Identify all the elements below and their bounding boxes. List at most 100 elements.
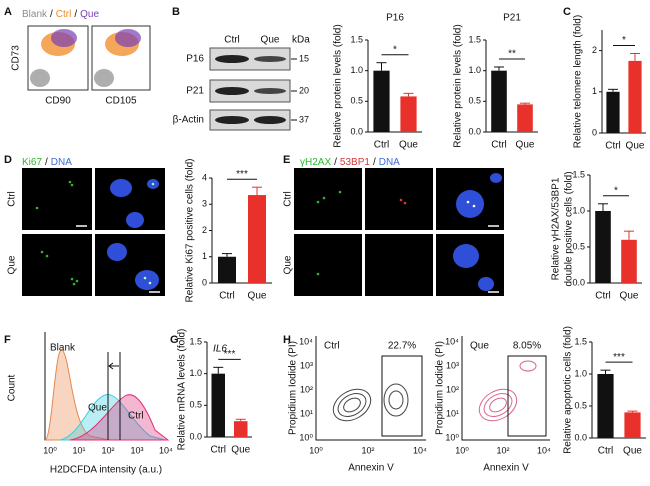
y-tick-label: 4: [202, 172, 207, 182]
focus: [75, 279, 79, 283]
x-tick-label: Ctrl: [605, 141, 621, 152]
focus: [72, 282, 76, 286]
y-tick-label: 10²: [446, 384, 459, 394]
focus: [70, 183, 74, 187]
y-tick-label: 0.0: [468, 126, 481, 136]
curve-label: Ctrl: [128, 411, 144, 422]
focus: [472, 204, 476, 208]
y-tick-label: 10³: [300, 360, 313, 370]
chart-title: P16: [386, 13, 404, 24]
band-label: P21: [186, 86, 204, 97]
band: [215, 55, 249, 63]
x-tick-label: Que: [399, 140, 418, 151]
y-axis-label: Relative apoptotic cells (fold): [563, 326, 574, 454]
y-tick-label: 0.5: [350, 96, 363, 106]
nucleus: [490, 173, 502, 183]
bar: [621, 239, 637, 283]
y-axis-label: Relative γH2AX/53BP1: [551, 177, 562, 280]
bar: [211, 373, 225, 437]
focus: [338, 190, 342, 194]
blank-cloud: [30, 69, 50, 87]
panel-letter: C: [563, 6, 571, 18]
y-tick-label: 1: [592, 86, 597, 96]
nucleus: [135, 270, 159, 290]
y-tick-label: 10³: [446, 360, 459, 370]
y-tick-label: 3: [202, 199, 207, 209]
focus: [45, 254, 49, 258]
band-label: β-Actin: [173, 115, 204, 126]
axes: [315, 336, 426, 441]
y-tick-label: 0.0: [574, 432, 587, 442]
y-tick-label: 0: [592, 127, 597, 137]
bar: [491, 70, 507, 132]
focus: [40, 250, 44, 254]
micrograph: [22, 168, 92, 230]
focus: [151, 182, 155, 186]
x-tick-label: Que: [620, 291, 639, 302]
y-tick-label: 1.5: [350, 34, 363, 44]
bar: [234, 421, 248, 437]
contour: [332, 388, 372, 422]
contour: [489, 397, 507, 413]
y-tick-label: 10⁰: [445, 432, 459, 442]
y-axis-label: Propidium Iodide (PI): [288, 341, 299, 435]
focus: [70, 277, 74, 281]
stain-legend: Ki67/DNA: [22, 157, 72, 168]
bar: [624, 412, 641, 438]
focus: [322, 196, 326, 200]
blot: [209, 47, 291, 71]
bar: [628, 60, 642, 133]
que-cloud: [115, 29, 141, 47]
bar: [595, 211, 611, 283]
chart-title: IL6: [213, 344, 227, 355]
y-axis-label: double positive cells (fold): [564, 171, 575, 286]
nucleus: [126, 212, 144, 228]
x-tick-label: 10²: [361, 445, 374, 455]
micrograph: [294, 168, 362, 230]
x-tick-label: 10²: [101, 445, 114, 455]
y-tick-label: 1.0: [572, 205, 585, 215]
y-tick-label: 1.0: [574, 368, 587, 378]
y-axis-label: Relative protein levels (fold): [333, 24, 344, 147]
significance: ***: [236, 169, 248, 180]
x-tick-label: Ctrl: [210, 445, 226, 456]
unit-label: kDa: [292, 35, 310, 46]
significance: ***: [224, 349, 236, 360]
plot-name: Que: [470, 341, 489, 352]
micrograph: [294, 234, 362, 296]
x-tick-label: Que: [248, 291, 267, 302]
band: [254, 56, 286, 62]
row-label: Que: [283, 255, 294, 274]
panel-letter: B: [172, 6, 180, 18]
y-tick-label: 10¹: [300, 408, 313, 418]
bar: [400, 96, 417, 132]
bar: [517, 104, 533, 132]
legend-item: Blank: [22, 9, 48, 20]
nucleus: [453, 244, 479, 268]
bar: [373, 70, 390, 132]
gate: [507, 355, 547, 437]
significance: *: [614, 185, 618, 196]
chart-title: P21: [503, 13, 521, 24]
x-axis-label: Annexin V: [483, 463, 529, 474]
y-tick-label: 1.5: [468, 34, 481, 44]
contour: [343, 397, 361, 413]
focus: [399, 198, 403, 202]
gate-percent: 22.7%: [388, 341, 416, 352]
y-tick-label: 0.5: [572, 241, 585, 251]
significance: *: [393, 44, 397, 55]
x-axis-label: Annexin V: [348, 463, 394, 474]
significance: **: [508, 49, 516, 60]
x-tick-label: 10⁰: [455, 445, 469, 455]
panel-letter: F: [4, 334, 11, 346]
y-tick-label: 10²: [300, 384, 313, 394]
y-tick-label: 1.0: [468, 65, 481, 75]
curve-label: Blank: [50, 343, 76, 354]
x-tick-label: Ctrl: [595, 291, 611, 302]
legend-item: Ctrl: [56, 9, 72, 20]
row-label: Ctrl: [283, 191, 294, 207]
x-tick-label: 10⁰: [309, 445, 323, 455]
y-tick-label: 1.5: [572, 169, 585, 179]
legend-item: DNA: [379, 157, 400, 168]
x-tick-label: 10⁴: [537, 445, 551, 455]
